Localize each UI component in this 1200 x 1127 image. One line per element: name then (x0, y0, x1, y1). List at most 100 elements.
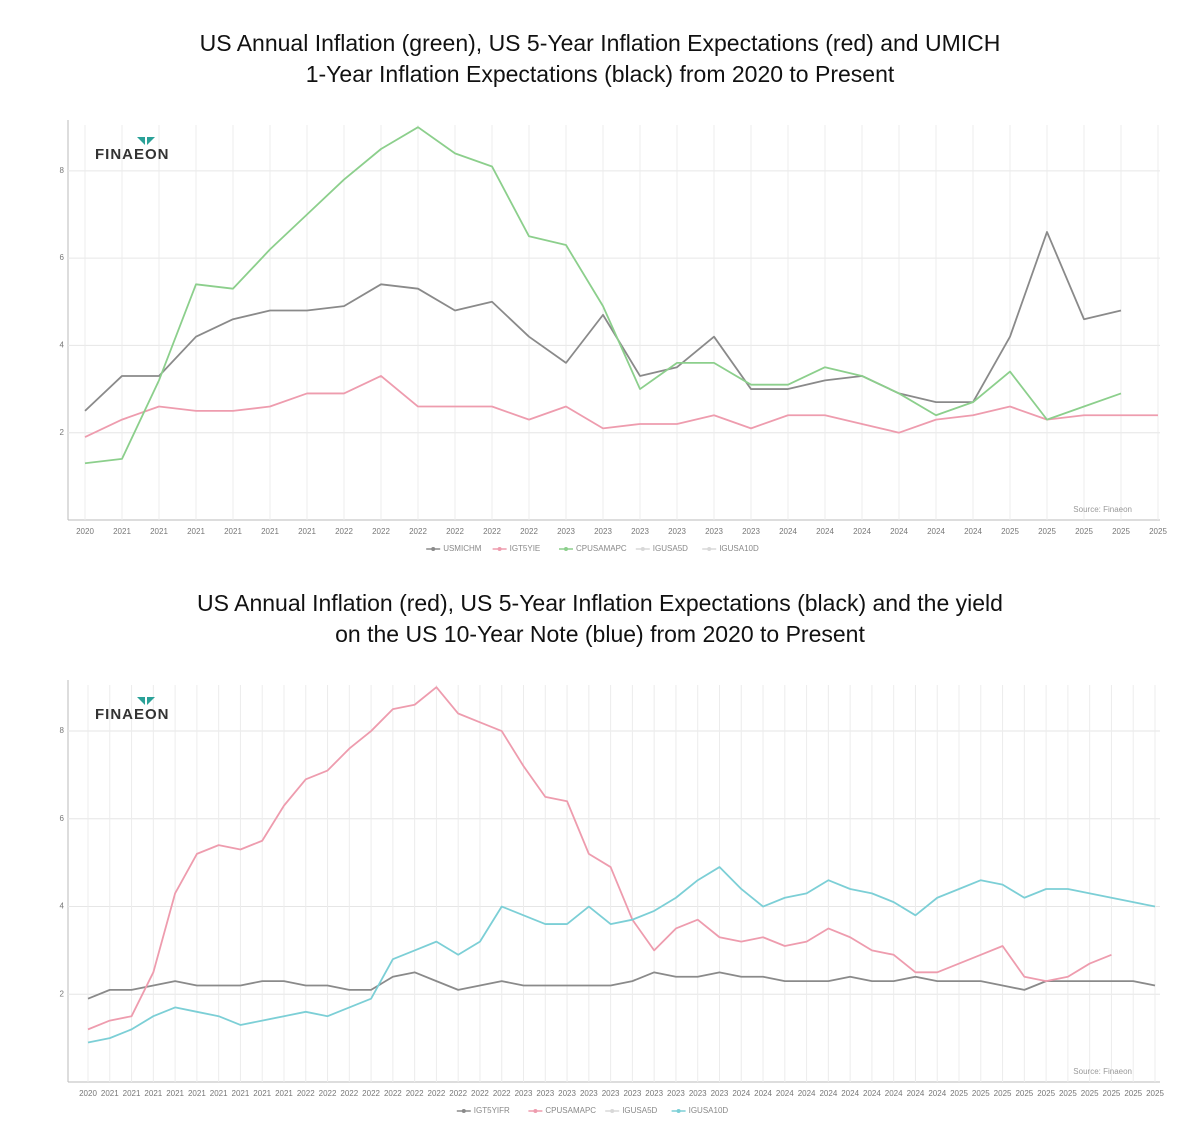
legend-label: IGT5YIE (510, 544, 541, 553)
x-tick-label: 2025 (950, 1089, 968, 1098)
x-tick-label: 2022 (335, 527, 353, 536)
x-tick-label: 2025 (1103, 1089, 1121, 1098)
x-tick-label: 2023 (623, 1089, 641, 1098)
x-tick-label: 2021 (123, 1089, 141, 1098)
legend-label: IGUSA5D (653, 544, 688, 553)
x-tick-label: 2024 (798, 1089, 816, 1098)
legend-dot (533, 1109, 538, 1113)
x-tick-label: 2022 (493, 1089, 511, 1098)
series-line (87, 686, 1112, 1031)
legend-dot (707, 547, 712, 551)
x-tick-label: 2023 (602, 1089, 620, 1098)
x-tick-label: 2024 (890, 527, 908, 536)
x-tick-label: 2022 (406, 1089, 424, 1098)
x-tick-label: 2025 (1112, 527, 1130, 536)
x-tick-label: 2022 (428, 1089, 446, 1098)
x-tick-label: 2024 (863, 1089, 881, 1098)
x-tick-label: 2024 (928, 1089, 946, 1098)
x-tick-label: 2021 (188, 1089, 206, 1098)
x-tick-label: 2025 (1015, 1089, 1033, 1098)
series-line (84, 231, 1122, 412)
chart: US Annual Inflation (green), US 5-Year I… (60, 30, 1168, 553)
x-tick-label: 2022 (471, 1089, 489, 1098)
source: Source: Finaeon (1073, 505, 1132, 514)
legend-label: IGUSA5D (622, 1106, 657, 1115)
x-tick-label: 2022 (362, 1089, 380, 1098)
legend-label: IGUSA10D (719, 544, 759, 553)
x-tick-label: 2021 (101, 1089, 119, 1098)
x-tick-label: 2025 (1037, 1089, 1055, 1098)
x-tick-label: 2023 (668, 527, 686, 536)
x-tick-label: 2025 (1038, 527, 1056, 536)
x-tick-label: 2020 (79, 1089, 97, 1098)
logo-icon (137, 137, 155, 145)
x-tick-label: 2024 (779, 527, 797, 536)
chart-title: 1-Year Inflation Expectations (black) fr… (306, 61, 895, 87)
x-tick-label: 2022 (409, 527, 427, 536)
y-tick-label: 8 (60, 726, 65, 735)
chart-title: US Annual Inflation (green), US 5-Year I… (200, 30, 1001, 56)
x-tick-label: 2024 (819, 1089, 837, 1098)
x-tick-label: 2021 (275, 1089, 293, 1098)
legend-label: IGUSA10D (689, 1106, 729, 1115)
x-tick-label: 2025 (1081, 1089, 1099, 1098)
x-tick-label: 2022 (483, 527, 501, 536)
logo-icon (137, 697, 155, 705)
x-tick-label: 2022 (520, 527, 538, 536)
x-tick-label: 2023 (558, 1089, 576, 1098)
x-tick-label: 2021 (232, 1089, 250, 1098)
x-tick-label: 2024 (841, 1089, 859, 1098)
logo: FINAEON (95, 146, 170, 163)
legend-label: CPUSAMAPC (576, 544, 627, 553)
x-tick-label: 2023 (689, 1089, 707, 1098)
x-tick-label: 2024 (732, 1089, 750, 1098)
x-tick-label: 2024 (816, 527, 834, 536)
y-tick-label: 2 (60, 428, 65, 437)
x-tick-label: 2023 (742, 527, 760, 536)
chart: US Annual Inflation (red), US 5-Year Inf… (60, 590, 1165, 1115)
x-tick-label: 2023 (711, 1089, 729, 1098)
series-line (87, 971, 1156, 1000)
x-tick-label: 2025 (1146, 1089, 1164, 1098)
x-tick-label: 2024 (853, 527, 871, 536)
x-tick-label: 2024 (885, 1089, 903, 1098)
x-tick-label: 2025 (1124, 1089, 1142, 1098)
x-tick-label: 2025 (972, 1089, 990, 1098)
legend-label: USMICHM (443, 544, 482, 553)
x-tick-label: 2021 (166, 1089, 184, 1098)
series-line (84, 375, 1158, 438)
x-tick-label: 2023 (645, 1089, 663, 1098)
x-tick-label: 2021 (253, 1089, 271, 1098)
chart-title: US Annual Inflation (red), US 5-Year Inf… (197, 590, 1003, 616)
x-tick-label: 2021 (187, 527, 205, 536)
legend-dot (676, 1109, 681, 1113)
x-tick-label: 2023 (594, 527, 612, 536)
x-tick-label: 2023 (580, 1089, 598, 1098)
x-tick-label: 2023 (631, 527, 649, 536)
legend-dot (497, 547, 502, 551)
x-tick-label: 2023 (667, 1089, 685, 1098)
y-tick-label: 2 (60, 989, 65, 998)
x-tick-label: 2020 (76, 527, 94, 536)
legend-label: CPUSAMAPC (545, 1106, 596, 1115)
x-tick-label: 2025 (1059, 1089, 1077, 1098)
x-tick-label: 2023 (705, 527, 723, 536)
series-line (87, 866, 1156, 1044)
series-line (84, 126, 1122, 465)
x-tick-label: 2021 (150, 527, 168, 536)
x-tick-label: 2023 (536, 1089, 554, 1098)
legend-dot (564, 547, 568, 551)
x-tick-label: 2024 (754, 1089, 772, 1098)
x-tick-label: 2025 (994, 1089, 1012, 1098)
y-tick-label: 4 (60, 902, 65, 911)
x-tick-label: 2024 (927, 527, 945, 536)
x-tick-label: 2024 (776, 1089, 794, 1098)
x-tick-label: 2025 (1149, 527, 1167, 536)
x-tick-label: 2025 (1001, 527, 1019, 536)
legend-dot (640, 547, 645, 551)
x-tick-label: 2022 (297, 1089, 315, 1098)
x-tick-label: 2021 (298, 527, 316, 536)
x-tick-label: 2021 (224, 527, 242, 536)
x-tick-label: 2021 (261, 527, 279, 536)
